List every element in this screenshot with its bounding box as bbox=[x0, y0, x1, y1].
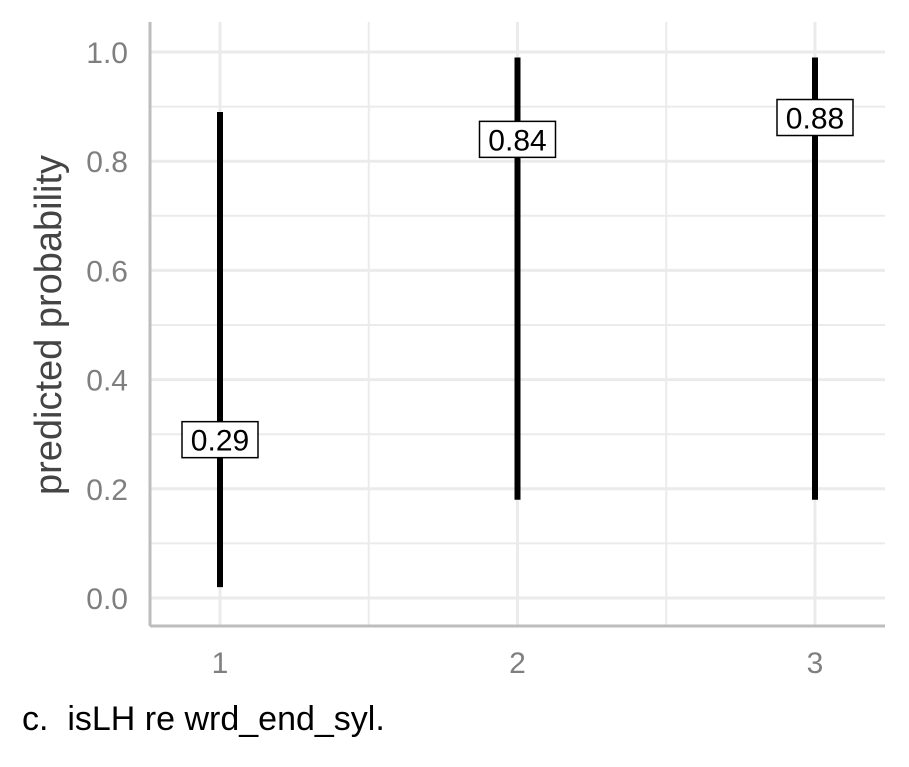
x-tick-label: 1 bbox=[212, 647, 229, 680]
x-tick-labels: 1 2 3 bbox=[212, 647, 824, 680]
y-tick-label: 0.2 bbox=[86, 474, 128, 507]
axes bbox=[148, 22, 885, 628]
value-label-text: 0.88 bbox=[786, 103, 844, 136]
y-tick-label: 0.6 bbox=[86, 255, 128, 288]
y-tick-label: 0.0 bbox=[86, 583, 128, 616]
x-tick-label: 3 bbox=[807, 647, 824, 680]
value-label-text: 0.29 bbox=[191, 425, 249, 458]
value-label-box bbox=[478, 120, 557, 159]
y-tick-label: 1.0 bbox=[86, 37, 128, 70]
value-label-text: 0.84 bbox=[488, 124, 546, 157]
value-label-box bbox=[776, 98, 854, 137]
value-label: 0.29 bbox=[181, 420, 259, 459]
value-label: 0.88 bbox=[776, 98, 854, 137]
x-tick-label: 2 bbox=[509, 647, 526, 680]
value-labels: 0.29 0.84 0.88 bbox=[181, 98, 854, 459]
chart: 0.0 0.2 0.4 0.6 0.8 1.0 1 2 3 0.29 0.84 0.88 pred… bbox=[28, 22, 885, 680]
y-tick-label: 0.4 bbox=[86, 365, 128, 398]
y-tick-label: 0.8 bbox=[86, 146, 128, 179]
figure-caption: c. isLH re wrd_end_syl. bbox=[22, 700, 385, 738]
y-tick-labels: 0.0 0.2 0.4 0.6 0.8 1.0 bbox=[86, 37, 128, 616]
y-axis-label: predicted probability bbox=[28, 155, 70, 495]
value-label-box bbox=[181, 420, 259, 459]
value-label: 0.84 bbox=[478, 120, 557, 159]
